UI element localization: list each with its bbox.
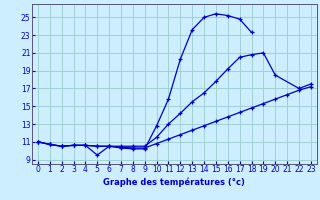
X-axis label: Graphe des températures (°c): Graphe des températures (°c) [103, 177, 245, 187]
